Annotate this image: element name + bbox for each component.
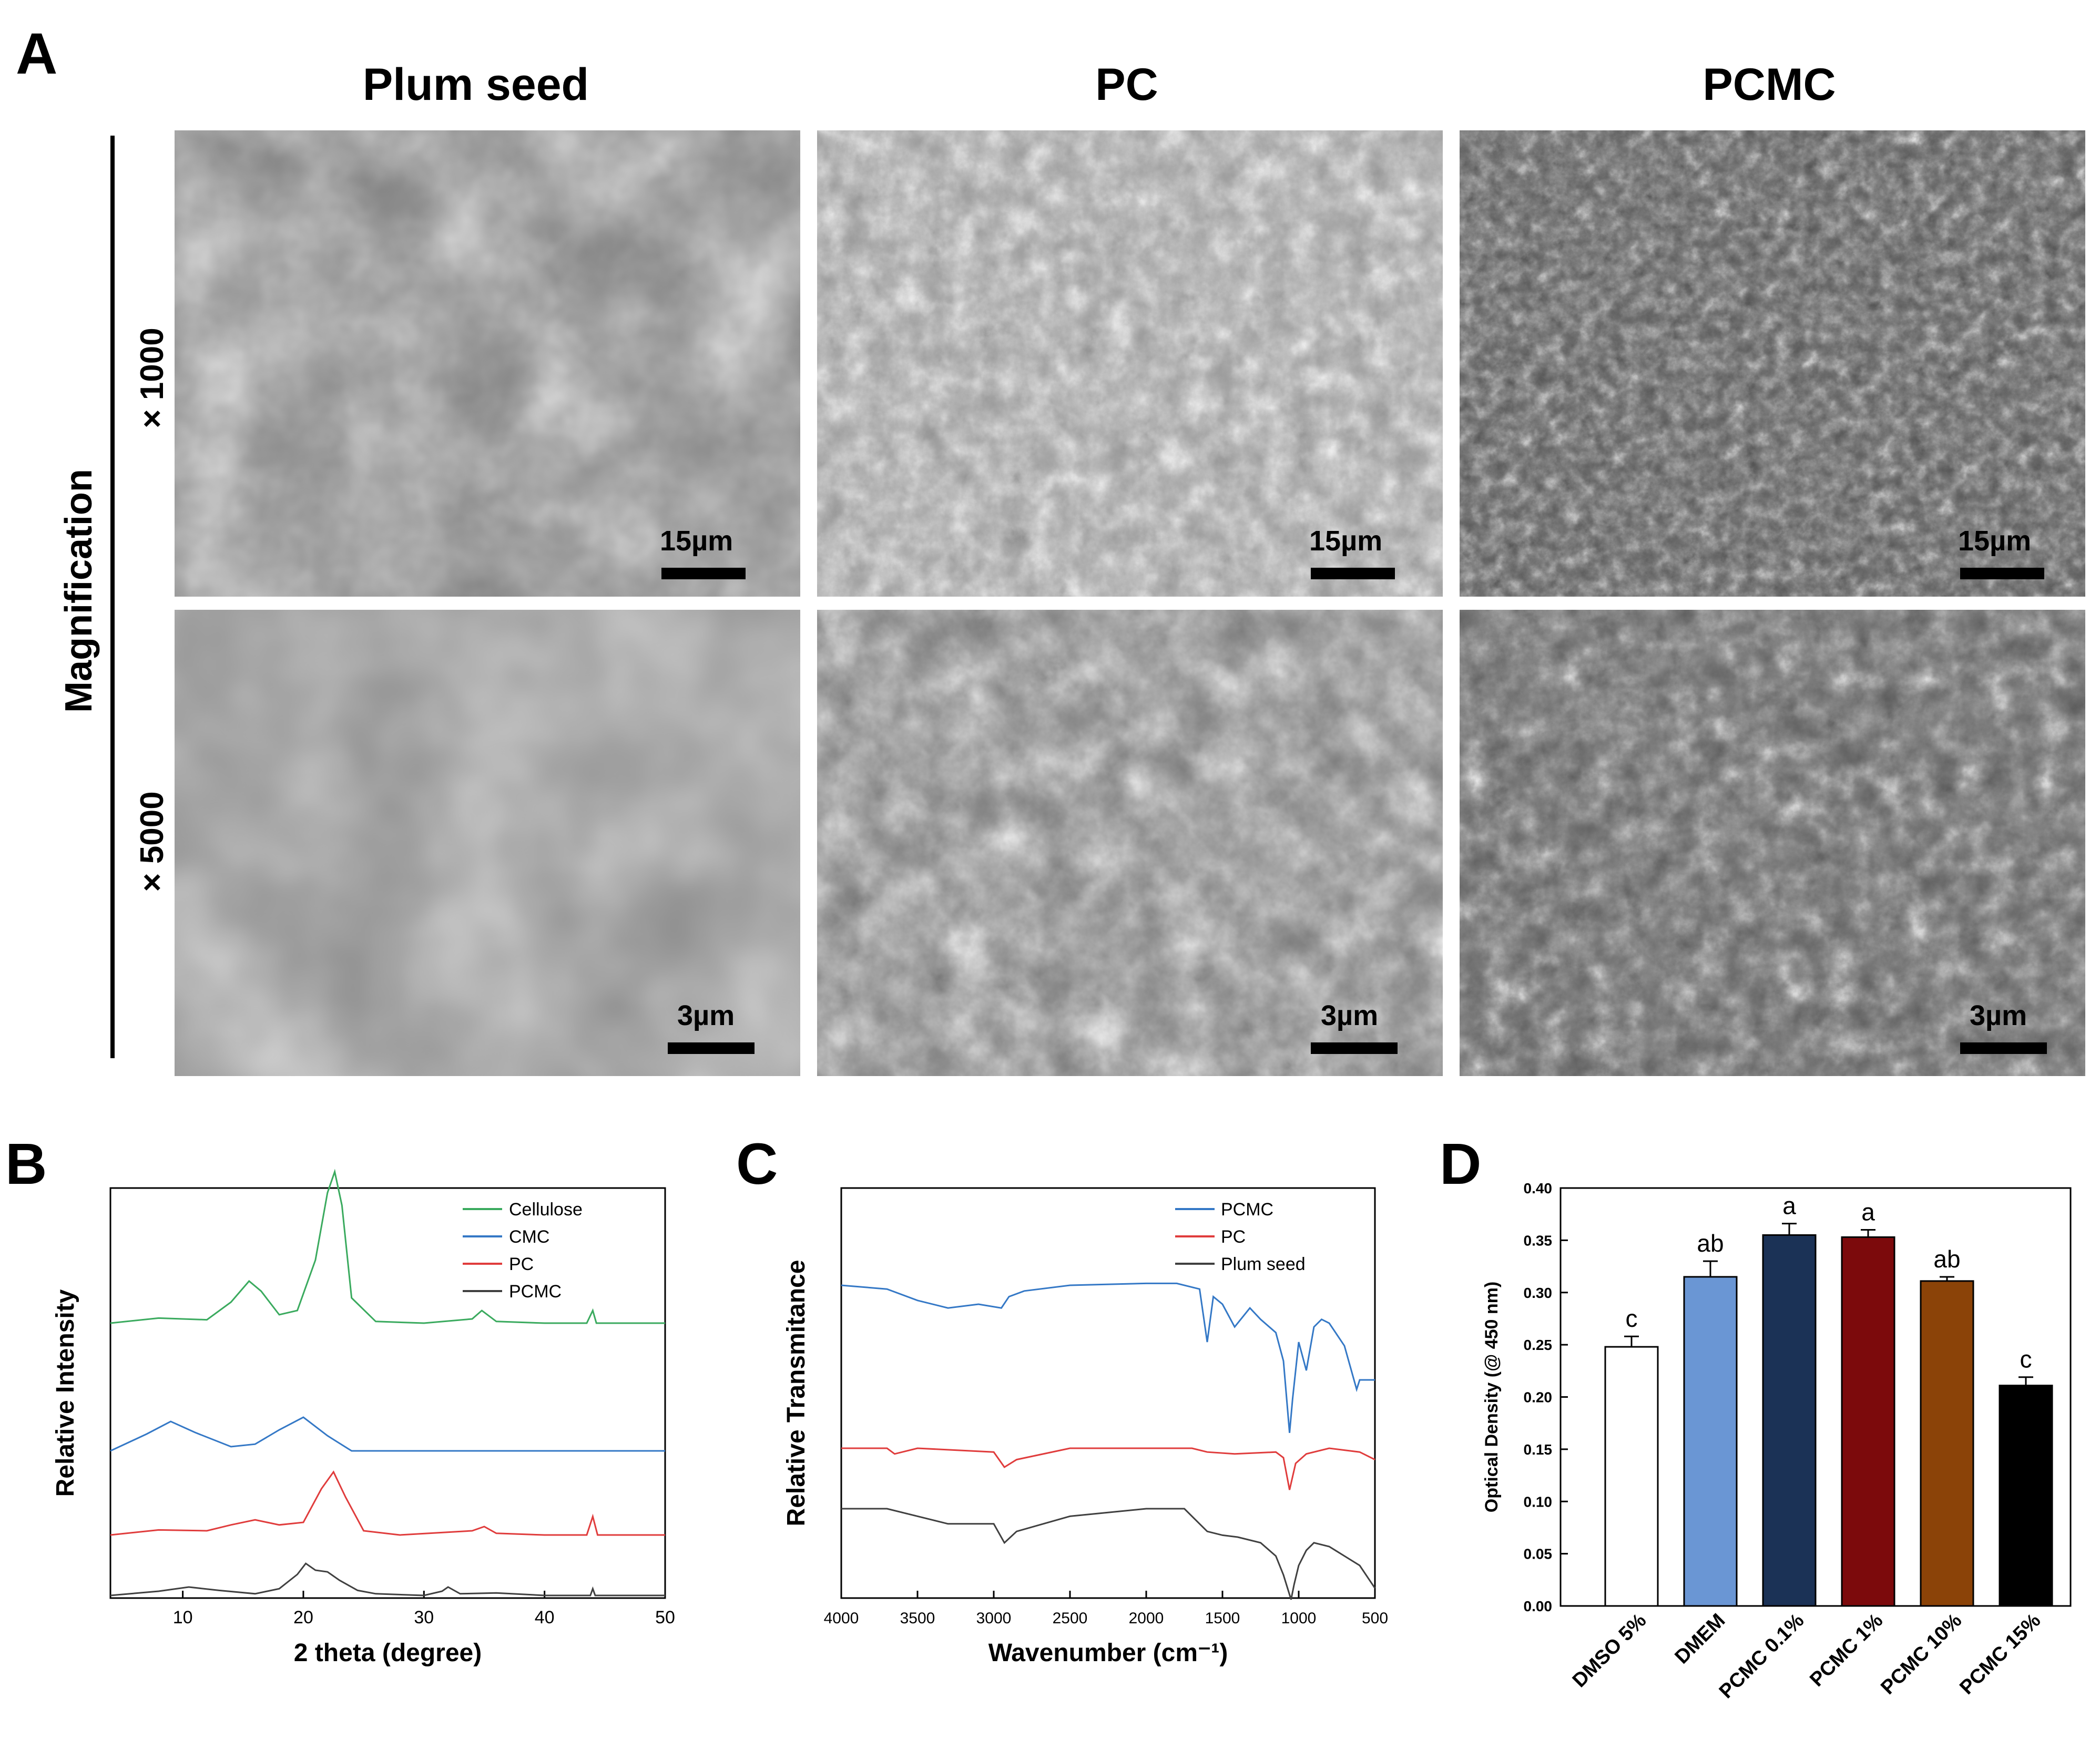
scale-bar-label: 3µm — [1321, 1000, 1379, 1031]
row-label-1000: × 1000 — [134, 327, 170, 428]
series-line-plum-seed — [841, 1508, 1376, 1600]
scale-bar-label: 3µm — [1970, 1000, 2027, 1031]
bar-dmso-5- — [1604, 1346, 1659, 1607]
legend-label: PCMC — [509, 1282, 562, 1302]
scale-bar — [1311, 568, 1395, 579]
scale-bar — [1960, 1042, 2047, 1054]
y-axis-label: Relative Transmitance — [782, 1260, 810, 1527]
x-axis-label: 2 theta (degree) — [294, 1639, 482, 1667]
y-tick-label: 0.15 — [1524, 1441, 1553, 1458]
x-category-label: PCMC 10% — [1877, 1610, 1966, 1699]
panel-b-letter: B — [5, 1132, 47, 1196]
magnification-label: Magnification — [58, 469, 100, 713]
scale-bar — [661, 568, 746, 579]
x-category-label: PCMC 0.1% — [1715, 1610, 1809, 1703]
panel-c-letter: C — [736, 1132, 778, 1196]
y-tick-label: 0.00 — [1524, 1598, 1553, 1614]
y-tick-label: 0.40 — [1524, 1180, 1553, 1196]
x-tick-label: 40 — [535, 1608, 555, 1628]
magnification-axis-line — [110, 136, 115, 1058]
scale-bar — [668, 1042, 755, 1054]
series-line-pcmc — [110, 1562, 665, 1596]
ftir-chart: 4000 3500 3000 2500 2000 1500 1000 500 Wavenumbe… — [782, 1187, 1388, 1667]
significance-letter: c — [1626, 1305, 1638, 1332]
y-tick-label: 0.30 — [1524, 1285, 1553, 1301]
y-axis-label: Optical Density (@ 450 nm) — [1482, 1282, 1502, 1512]
significance-letter: ab — [1697, 1230, 1724, 1257]
panel-d-letter: D — [1440, 1132, 1482, 1196]
series-line-pcmc — [841, 1282, 1375, 1433]
sem-image-pc-5000x — [817, 610, 1443, 1076]
scale-bar-label: 15µm — [660, 525, 733, 557]
row-label-5000: × 5000 — [134, 791, 170, 892]
sem-image-pcmc-5000x — [1460, 610, 2085, 1076]
x-tick-label: 10 — [173, 1608, 193, 1628]
x-tick-label: 2500 — [1053, 1610, 1088, 1627]
x-category-label: PCMC 15% — [1955, 1610, 2045, 1699]
x-tick-label: 30 — [414, 1608, 434, 1628]
panel-a-letter: A — [16, 22, 58, 86]
x-tick-label: 50 — [655, 1608, 675, 1628]
xrd-chart: 10 20 30 40 50 2 theta (degree) Relative Inten… — [52, 1169, 675, 1667]
x-tick-label: 4000 — [824, 1610, 859, 1627]
x-category-label: DMEM — [1671, 1610, 1730, 1669]
x-category-label: PCMC 1% — [1806, 1610, 1887, 1691]
bar-pcmc-10- — [1920, 1280, 1974, 1607]
scale-bar — [1311, 1042, 1398, 1054]
column-title-pc: PC — [1095, 59, 1158, 110]
scale-bar-label: 15µm — [1309, 525, 1383, 557]
column-title-pcmc: PCMC — [1703, 59, 1836, 110]
bar-pcmc-15- — [1999, 1385, 2053, 1607]
series-line-cellulose — [110, 1169, 665, 1324]
bar-dmem — [1683, 1276, 1738, 1607]
significance-letter: ab — [1933, 1245, 1960, 1273]
x-category-label: DMSO 5% — [1568, 1610, 1651, 1692]
x-tick-label: 500 — [1362, 1610, 1388, 1627]
series-line-pc — [841, 1447, 1375, 1490]
legend-label: Plum seed — [1221, 1254, 1306, 1274]
legend-label: PCMC — [1221, 1200, 1273, 1220]
bar-pcmc-1- — [1841, 1236, 1895, 1607]
legend-label: PC — [1221, 1227, 1246, 1247]
y-tick-label: 0.35 — [1524, 1232, 1553, 1248]
scale-bar-label: 3µm — [677, 1000, 735, 1031]
y-tick-label: 0.05 — [1524, 1546, 1553, 1562]
y-tick-label: 0.20 — [1524, 1389, 1553, 1406]
plot-frame — [109, 1187, 666, 1599]
scale-bar — [1960, 568, 2044, 579]
x-tick-label: 1500 — [1205, 1610, 1240, 1627]
optical-density-bar-chart: 0.00 0.05 0.10 0.15 0.20 0.25 0.30 0.35 0.40 Opti… — [1482, 1180, 2072, 1703]
y-tick-label: 0.25 — [1524, 1337, 1553, 1353]
x-tick-label: 3500 — [900, 1610, 935, 1627]
column-title-plum-seed: Plum seed — [362, 59, 589, 110]
sem-image-pcmc-1000x — [1460, 130, 2085, 597]
x-tick-label: 1000 — [1281, 1610, 1317, 1627]
significance-letter: c — [2020, 1346, 2032, 1373]
plot-frame — [840, 1187, 1376, 1599]
series-line-pc — [110, 1470, 665, 1536]
scale-bar-label: 15µm — [1958, 525, 2032, 557]
sem-image-pc-1000x — [817, 130, 1443, 597]
legend-label: Cellulose — [509, 1200, 583, 1220]
y-axis-label: Relative Intensity — [52, 1289, 79, 1497]
legend-label: CMC — [509, 1227, 549, 1247]
y-tick-label: 0.10 — [1524, 1493, 1553, 1510]
x-axis-label: Wavenumber (cm⁻¹) — [988, 1639, 1228, 1667]
x-tick-label: 3000 — [976, 1610, 1012, 1627]
x-tick-label: 20 — [293, 1608, 313, 1628]
sem-image-plum-seed-5000x — [175, 610, 800, 1076]
x-tick-label: 2000 — [1129, 1610, 1164, 1627]
sem-image-plum-seed-1000x — [175, 130, 800, 597]
legend-label: PC — [509, 1254, 534, 1274]
significance-letter: a — [1861, 1199, 1875, 1226]
series-line-cmc — [110, 1416, 665, 1452]
bar-pcmc-0-1- — [1762, 1234, 1817, 1607]
significance-letter: a — [1782, 1192, 1796, 1220]
